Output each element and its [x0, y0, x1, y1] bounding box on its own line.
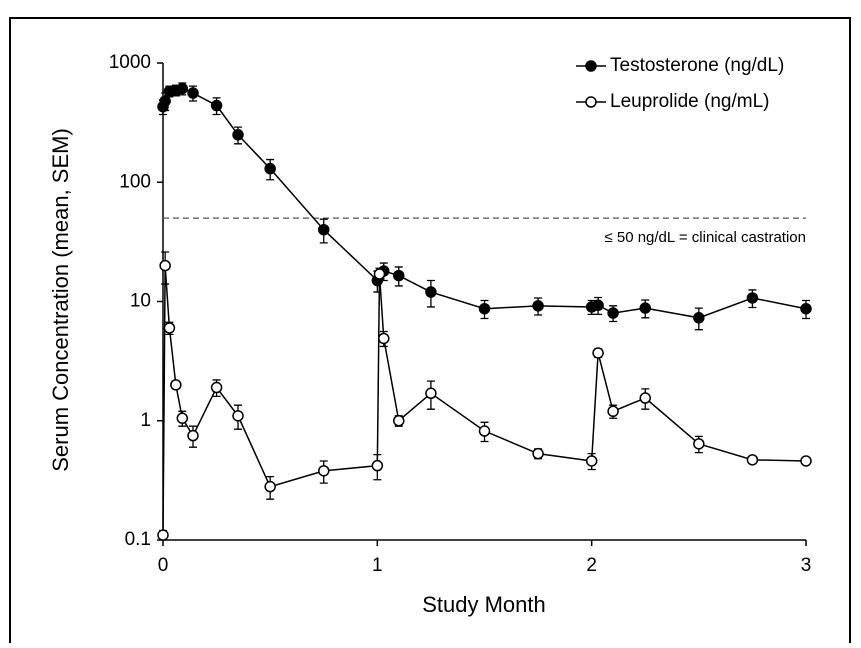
data-point — [746, 292, 759, 304]
data-point — [318, 223, 330, 236]
data-point — [210, 381, 223, 394]
data-point — [639, 392, 651, 404]
data-point — [607, 405, 619, 418]
y-tick-label: 10 — [130, 291, 151, 312]
y-tick-label: 100 — [119, 171, 151, 192]
data-point — [264, 480, 276, 493]
data-point — [371, 459, 384, 472]
data-point — [176, 412, 189, 424]
data-point — [318, 465, 330, 477]
data-point — [159, 95, 171, 107]
data-point — [639, 302, 651, 314]
data-point — [176, 82, 189, 95]
data-point — [532, 447, 544, 460]
x-tick-label: 3 — [801, 555, 812, 576]
data-point — [478, 425, 491, 437]
y-tick-label: 0.1 — [125, 529, 151, 550]
y-axis-title: Serum Concentration (mean, SEM) — [48, 128, 73, 472]
data-point — [187, 87, 199, 99]
data-point — [393, 415, 405, 427]
series-line — [162, 87, 807, 319]
data-point — [607, 307, 619, 319]
data-point — [746, 454, 759, 466]
data-point — [264, 162, 276, 175]
data-point — [232, 410, 244, 422]
legend-label: Leuprolide (ng/mL) — [610, 91, 769, 112]
data-point — [157, 529, 169, 541]
data-point — [592, 347, 604, 359]
frame — [9, 17, 851, 648]
x-axis-title: Study Month — [422, 592, 546, 617]
data-point — [585, 455, 598, 467]
x-tick-label: 0 — [158, 555, 169, 576]
y-tick-label: 1 — [140, 410, 151, 431]
data-point — [425, 286, 437, 298]
x-tick-label: 1 — [372, 555, 383, 576]
data-point — [159, 259, 171, 272]
data-point — [800, 302, 812, 315]
x-tick-label: 2 — [586, 555, 597, 576]
data-point — [532, 300, 544, 312]
data-point — [592, 299, 604, 312]
data-point — [393, 269, 405, 282]
data-point — [693, 312, 705, 324]
data-point — [232, 129, 244, 141]
data-point — [187, 429, 199, 442]
data-point — [478, 302, 491, 315]
legend-label: Testosterone (ng/dL) — [610, 55, 784, 76]
reference-label: ≤ 50 ng/dL = clinical castration — [604, 229, 806, 246]
legend-marker — [585, 96, 597, 108]
data-point — [210, 99, 223, 112]
data-point — [170, 379, 182, 391]
legend-marker — [585, 60, 597, 72]
data-point — [378, 332, 390, 345]
y-tick-label: 1000 — [109, 52, 151, 73]
data-point — [373, 268, 386, 280]
data-point — [693, 438, 705, 450]
data-point — [800, 455, 812, 467]
data-point — [425, 387, 437, 400]
data-point — [163, 322, 176, 334]
